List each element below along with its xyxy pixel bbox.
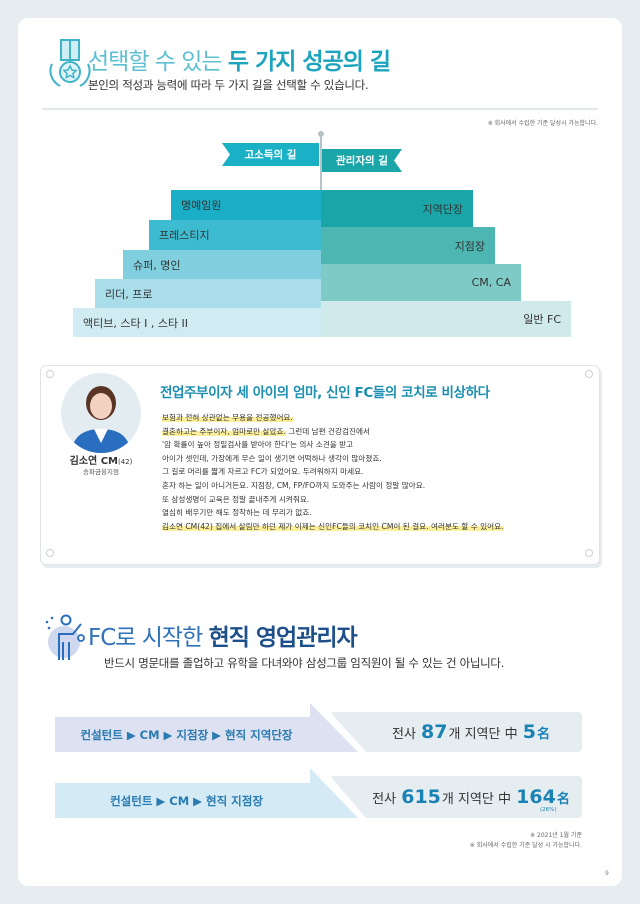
- story-line: 보험과 전혀 상관없는 무용을 전공했어요.: [162, 411, 504, 425]
- flag-high-income: 고소득의 길: [222, 143, 319, 166]
- highlighted-text: 김소연 CM(42) 집에서 살림만 하던 제가 이제는 신인FC들의 코치인 …: [162, 521, 504, 531]
- stat-box-2: 전사 615 개 지역단 中 164 名: [330, 776, 582, 818]
- story-line: 열심히 배우기만 해도 정착하는 데 무리가 없죠.: [162, 506, 504, 520]
- note-date: ※ 2021년 1월 기준: [530, 832, 582, 839]
- profile-branch: 송파금융지점: [83, 468, 119, 476]
- story-title: 전업주부이자 세 아이의 엄마, 신인 FC들의 코치로 비상하다: [160, 385, 490, 401]
- note-condition: ※ 회사에서 수립한 기준 달성 시 가능합니다.: [469, 842, 582, 849]
- line-text: 그 길로 머리를 짧게 자르고 FC가 되었어요. 두려워하지 마세요.: [162, 467, 364, 477]
- line-text: 그런데 남편 건강검진에서: [285, 426, 370, 436]
- highlighted-text: 보험과 전혀 상관없는 무용을 전공했어요.: [162, 413, 293, 422]
- flag-pole: [320, 134, 322, 190]
- story-line: 결혼하고는 주부이자, 엄마로만 살았죠. 그런데 남편 건강검진에서: [162, 425, 504, 439]
- stat-percent: (26%): [540, 807, 557, 813]
- left-level-5: 액티브, 스타 I , 스타 II: [73, 308, 321, 337]
- right-level-4: 일반 FC: [321, 301, 571, 337]
- ring-hole: [585, 549, 593, 557]
- left-level-1: 명예임원: [171, 190, 321, 220]
- flag-manager: 관리자의 길: [322, 149, 402, 172]
- divider: [42, 108, 598, 110]
- person-pointing-icon: [45, 614, 85, 660]
- story-line: '암 확률이 높아 정밀검사를 받아야 한다'는 의사 소견을 받고: [162, 438, 504, 452]
- highlighted-text: 결혼하고는 주부이자, 엄마로만 살았죠.: [162, 426, 286, 436]
- line-text: '암 확률이 높아 정밀검사를 받아야 한다'는 의사 소견을 받고: [162, 440, 354, 450]
- line-text: 아이가 셋인데, 가장에게 무슨 일이 생기면 어떡하나 생각이 많아졌죠.: [162, 453, 382, 463]
- pole-top: [318, 131, 324, 137]
- line-text: 혼자 하는 일이 아니거든요. 지점장, CM, FP/FO까지 도와주는 사람…: [162, 480, 426, 490]
- right-level-1: 지역단장: [321, 190, 473, 227]
- story-line: 또 삼성생명이 교육은 정말 끝내주게 시켜줘요.: [162, 493, 504, 507]
- profile-photo: [61, 373, 141, 453]
- ring-hole: [46, 549, 54, 557]
- left-level-3: 슈퍼, 명인: [123, 250, 321, 279]
- medal-icon: [49, 39, 91, 87]
- story-body: 보험과 전혀 상관없는 무용을 전공했어요. 결혼하고는 주부이자, 엄마로만 살…: [162, 411, 504, 533]
- section1-title: 선택할 수 있는 두 가지 성공의 길: [88, 49, 391, 75]
- ring-hole: [46, 370, 54, 378]
- left-level-2: 프레스티지: [149, 220, 321, 250]
- right-level-2: 지점장: [321, 227, 495, 264]
- section2-subtitle: 반드시 명문대를 졸업하고 유학을 다녀와야 삼성그룹 임직원이 될 수 있는 …: [104, 656, 505, 670]
- story-line: 아이가 셋인데, 가장에게 무슨 일이 생기면 어떡하나 생각이 많아졌죠.: [162, 452, 504, 466]
- left-level-4: 리더, 프로: [95, 279, 321, 308]
- line-text: 열심히 배우기만 해도 정착하는 데 무리가 없죠.: [162, 508, 312, 518]
- section2-title: FC로 시작한 현직 영업관리자: [88, 625, 358, 651]
- ring-hole: [585, 370, 593, 378]
- right-level-3: CM, CA: [321, 264, 521, 301]
- story-line: 김소연 CM(42) 집에서 살림만 하던 제가 이제는 신인FC들의 코치인 …: [162, 520, 504, 534]
- page-number: 9: [605, 870, 609, 877]
- story-line: 혼자 하는 일이 아니거든요. 지점장, CM, FP/FO까지 도와주는 사람…: [162, 479, 504, 493]
- profile-name: 김소연 CM(42): [69, 456, 133, 467]
- line-text: 또 삼성생명이 교육은 정말 끝내주게 시켜줘요.: [162, 494, 310, 504]
- section1-subtitle: 본인의 적성과 능력에 따라 두 가지 길을 선택할 수 있습니다.: [88, 78, 369, 92]
- section1-note: ※ 회사에서 수립한 기준 달성시 가능합니다.: [487, 120, 598, 127]
- story-line: 그 길로 머리를 짧게 자르고 FC가 되었어요. 두려워하지 마세요.: [162, 465, 504, 479]
